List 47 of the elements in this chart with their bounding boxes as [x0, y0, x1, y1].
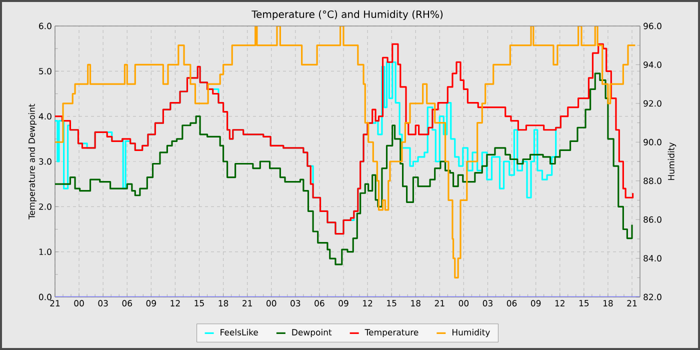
x-tick-label: 21: [627, 300, 637, 306]
x-tick-label: 06: [506, 300, 517, 306]
y-tick-label: 5.0: [39, 68, 52, 74]
x-tick-label: 12: [555, 300, 564, 306]
y2-tick-label: 90.0: [644, 138, 662, 146]
y2-tick-label: 86.0: [644, 216, 662, 223]
y-tick-label: 0.0: [39, 294, 52, 300]
x-tick-label: 03: [98, 300, 108, 306]
y-axis-title: Temperature and Dewpoint: [28, 104, 37, 220]
y2-tick-label: 88.0: [644, 178, 662, 184]
x-tick-label: 00: [74, 300, 84, 306]
y-tick-label: 6.0: [39, 22, 52, 30]
x-tick-label: 21: [242, 300, 252, 306]
y2-axis-title: Humidity: [668, 142, 676, 180]
x-tick-label: 09: [146, 300, 156, 306]
x-tick-label: 21: [434, 300, 444, 306]
x-tick-label: 21: [50, 300, 60, 306]
x-tick-label: 18: [411, 300, 420, 306]
x-tick-label: 12: [363, 300, 372, 306]
y-tick-label: 1.0: [39, 248, 52, 256]
y2-tick-label: 94.0: [644, 62, 662, 68]
y-tick-label: 3.0: [39, 158, 52, 165]
legend-label: Humidity: [452, 328, 490, 338]
x-tick-label: 09: [338, 300, 348, 306]
x-tick-label: 06: [314, 300, 324, 306]
x-tick-label: 03: [482, 300, 492, 306]
y2-tick-label: 82.0: [644, 294, 662, 300]
x-tick-label: 03: [290, 300, 300, 306]
y2-tick-label: 92.0: [644, 100, 662, 107]
x-tick-label: 09: [530, 300, 541, 306]
legend-label: Temperature: [364, 329, 418, 338]
x-tick-label: 15: [579, 300, 589, 306]
x-tick-label: 06: [122, 300, 132, 306]
x-tick-label: 15: [387, 300, 396, 306]
x-tick-label: 18: [218, 300, 228, 306]
x-tick-label: 12: [170, 300, 180, 306]
legend-label: Dewpoint: [292, 328, 332, 338]
legend-label: FeelsLike: [220, 328, 258, 336]
y-tick-label: 4.0: [38, 113, 52, 120]
x-tick-label: 00: [458, 300, 469, 306]
x-tick-label: 18: [603, 300, 613, 306]
chart-title: Temperature (°C) and Humidity (RH%): [252, 10, 443, 20]
x-tick-label: 00: [266, 300, 276, 306]
y2-tick-label: 84.0: [644, 255, 662, 262]
y2-tick-label: 96.0: [644, 22, 662, 30]
y-tick-label: 2.0: [39, 203, 52, 210]
x-tick-label: 15: [194, 300, 204, 306]
